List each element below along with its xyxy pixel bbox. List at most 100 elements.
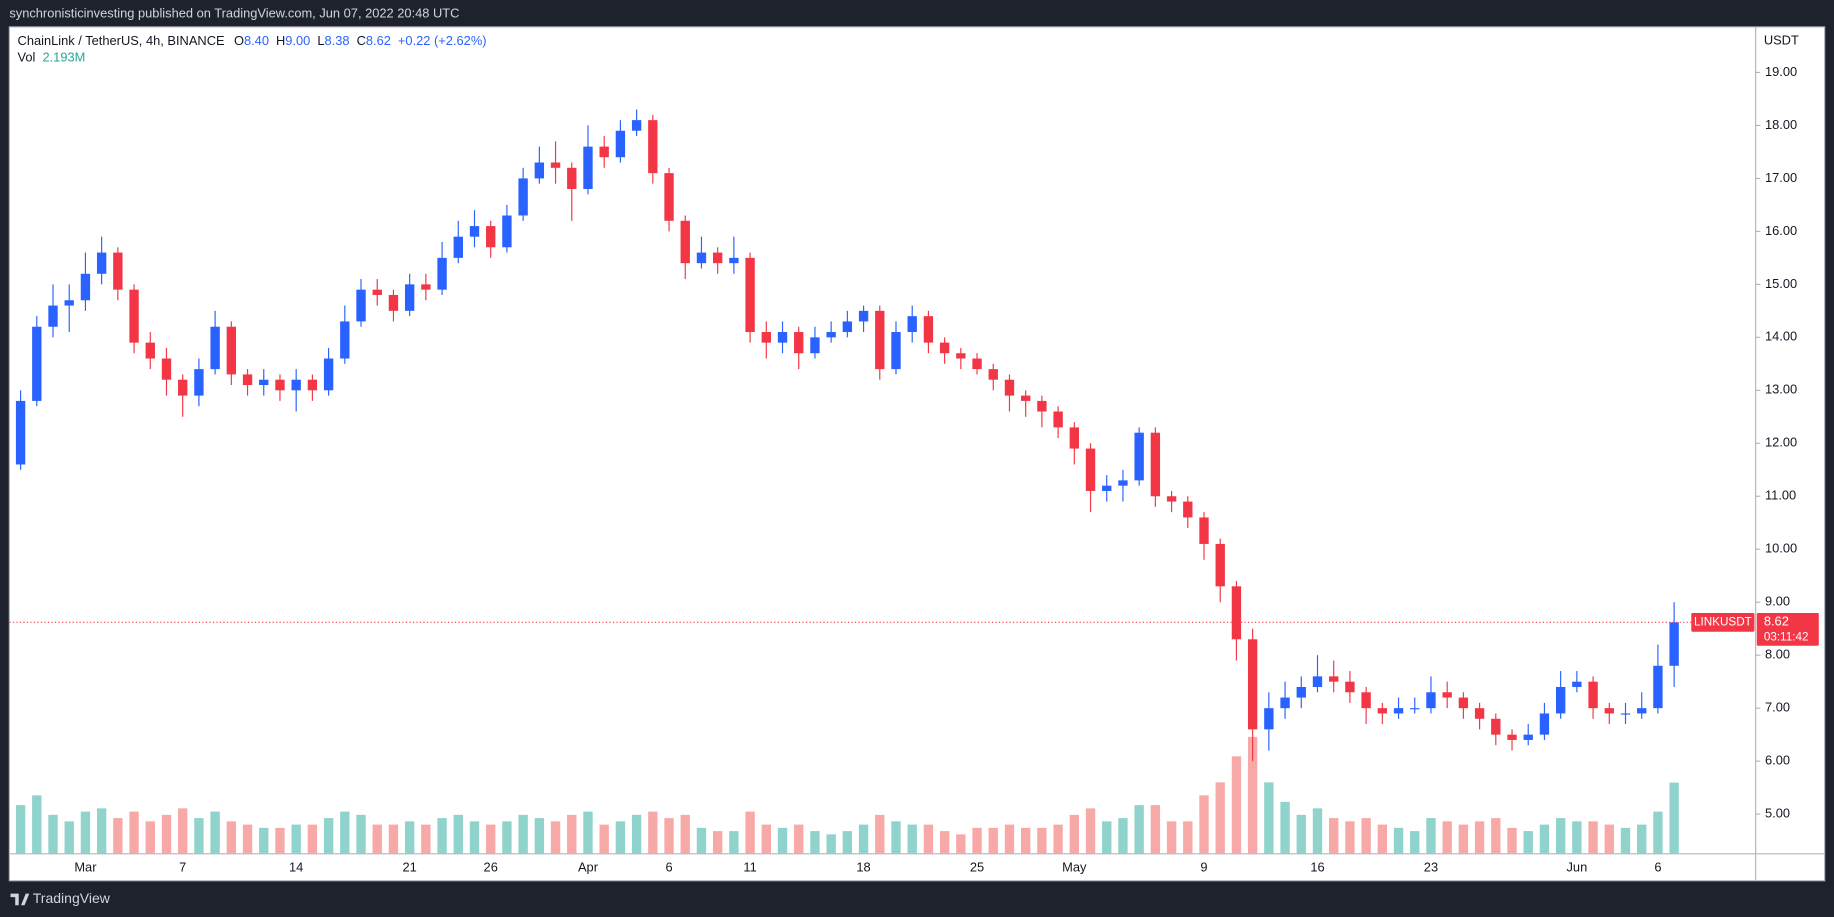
candle-body [323, 358, 334, 391]
candle-body [486, 226, 496, 248]
candle-body [631, 120, 642, 131]
volume-bar [145, 821, 155, 854]
volume-bar [64, 821, 74, 854]
price-tag-box [1756, 612, 1819, 646]
volume-bar [388, 824, 399, 854]
candle-body [1620, 713, 1631, 715]
volume-bar [48, 814, 58, 854]
candle-body [1523, 734, 1533, 740]
volume-bar [567, 814, 577, 854]
candle-body [1653, 665, 1663, 709]
volume-bar [1037, 827, 1047, 854]
candle-body [1199, 517, 1209, 544]
candle-body [648, 120, 658, 174]
volume-bar [80, 811, 91, 854]
candle-body [956, 353, 966, 359]
volume-bar [729, 831, 739, 854]
volume-bar [631, 814, 642, 854]
volume-bar [1410, 831, 1420, 854]
candle-body [550, 162, 561, 168]
symbol-tag-box [1691, 612, 1755, 632]
volume-bar [469, 821, 480, 854]
candle-body [988, 369, 998, 380]
candle-body [777, 332, 788, 343]
volume-bar [113, 818, 123, 854]
candle-body [1134, 432, 1144, 481]
y-tick-label: 10.00 [1765, 541, 1797, 556]
candle-body [96, 252, 107, 274]
volume-bar [1653, 811, 1663, 854]
candle-body [1085, 448, 1096, 491]
candle-body [1345, 681, 1355, 693]
volume-bar [194, 818, 204, 854]
volume-bar [1329, 818, 1339, 854]
candle-body [534, 162, 545, 179]
low: 8.38 [325, 33, 350, 48]
candle-body [858, 310, 869, 322]
volume-bar [404, 821, 415, 854]
candle-body [1247, 639, 1258, 730]
volume-bar [1377, 824, 1388, 854]
volume-bar [907, 824, 917, 854]
volume-bar [615, 821, 626, 854]
volume-bar [1588, 821, 1598, 854]
candle-body [1069, 427, 1079, 449]
y-tick-label: 9.00 [1765, 594, 1790, 609]
volume-bar [15, 805, 26, 854]
volume-bar [1053, 824, 1063, 854]
candle-body [226, 326, 237, 375]
candle-body [161, 358, 172, 380]
low-label: L [317, 33, 324, 48]
candle-body [469, 226, 480, 237]
volume-bar [242, 824, 253, 854]
x-tick-label: 14 [289, 859, 303, 874]
volume-bar [518, 814, 528, 854]
candle-body [939, 342, 950, 354]
x-tick-label: 18 [856, 859, 870, 874]
candle-body [372, 289, 382, 295]
volume-bar [1134, 805, 1144, 854]
volume-bar [1620, 827, 1631, 854]
x-tick-label: 7 [179, 859, 186, 874]
volume-bar [1183, 821, 1193, 854]
symbol-tag: LINKUSDT [1694, 615, 1752, 628]
x-tick-label: Jun [1566, 859, 1587, 874]
volume-bar [372, 824, 382, 854]
price-tag: 8.62 [1764, 614, 1789, 629]
candle-body [1264, 708, 1274, 730]
close-label: C [357, 33, 366, 48]
candle-body [1004, 379, 1015, 396]
volume-bar [988, 827, 998, 854]
volume-bar [1280, 801, 1290, 854]
volume-bar [323, 818, 334, 854]
volume-bar [1231, 756, 1242, 854]
volume-legend: Vol 2.193M [18, 50, 86, 65]
volume-bar [1442, 821, 1452, 854]
currency: USDT [1764, 32, 1799, 47]
volume-bar [939, 831, 950, 854]
volume-bar [32, 795, 42, 854]
volume-bar [1085, 808, 1096, 854]
volume-bar [178, 808, 188, 854]
candle-body [1637, 708, 1647, 714]
candle-body [307, 379, 318, 391]
volume-bar [891, 821, 901, 854]
volume-bar [761, 824, 771, 854]
volume-bar [842, 831, 853, 854]
volume-bar [502, 821, 512, 854]
volume-bar [648, 811, 658, 854]
volume-bar [1458, 824, 1469, 854]
candle-body [1329, 676, 1339, 682]
candle-body [210, 326, 220, 370]
candle-body [1296, 686, 1306, 698]
volume-bar [1361, 818, 1371, 854]
candle-body [1572, 681, 1582, 687]
candle-body [907, 316, 917, 333]
volume-bar [1247, 736, 1258, 854]
y-tick-label: 8.00 [1765, 647, 1790, 662]
x-tick-label: 23 [1424, 859, 1438, 874]
publisher: synchronisticinvesting published on Trad… [9, 5, 459, 20]
volume-bar [664, 818, 674, 854]
x-tick-label: 16 [1310, 859, 1324, 874]
y-tick-label: 11.00 [1765, 488, 1796, 503]
